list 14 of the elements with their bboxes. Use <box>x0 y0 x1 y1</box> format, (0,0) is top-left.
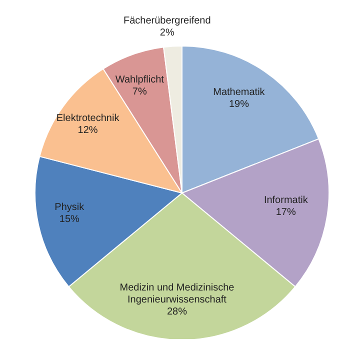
data-label: 17% <box>276 207 296 218</box>
data-label: 2% <box>160 27 174 38</box>
data-label: 7% <box>132 86 147 98</box>
data-label: 19% <box>228 98 250 110</box>
slice-label: Informatik <box>264 195 309 206</box>
slice-label: Elektrotechnik <box>56 113 120 124</box>
data-label: 15% <box>59 214 80 226</box>
slice-label: Physik <box>54 202 86 214</box>
data-label: 28% <box>166 306 188 318</box>
slice-label: Medizin und Medizinische Ingenieurwissenschaft <box>120 282 235 306</box>
data-label: 12% <box>78 125 98 136</box>
slice-label: Fächerübergreifend <box>124 15 211 26</box>
slice-label: Wahlpflicht <box>115 74 164 86</box>
slice-label: Mathematik <box>213 86 266 98</box>
